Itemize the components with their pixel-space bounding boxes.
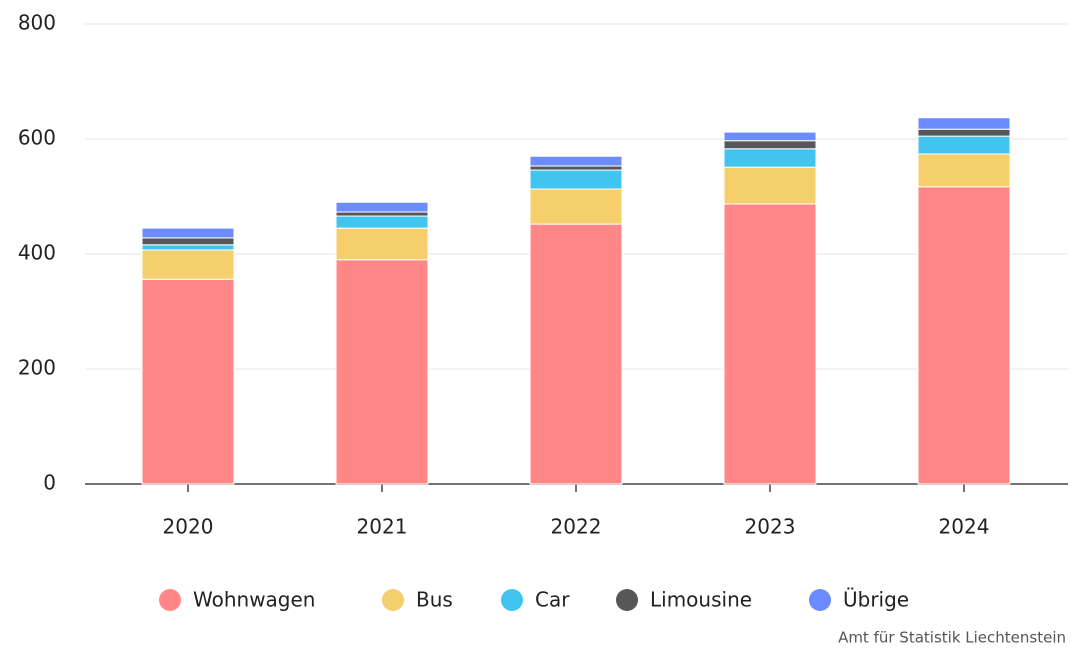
bar-segment — [529, 223, 623, 485]
legend-label: Limousine — [650, 588, 752, 612]
source: Amt für Statistik Liechtenstein — [838, 629, 1066, 647]
bar-segment — [335, 227, 429, 261]
legend-label: Übrige — [843, 588, 909, 612]
legend-label: Bus — [416, 588, 453, 612]
bar-segment — [141, 237, 235, 246]
bar-segment — [335, 259, 429, 485]
bar-segment — [529, 169, 623, 190]
bar-segment — [529, 188, 623, 225]
x-tick-label: 2023 — [745, 515, 796, 539]
x-tick-label: 2022 — [551, 515, 602, 539]
bar-segment — [917, 117, 1011, 130]
bar-segment — [141, 278, 235, 485]
bar-segment — [723, 131, 817, 142]
bar-segment — [335, 211, 429, 217]
bar-segment — [917, 153, 1011, 188]
x-tick-label: 2021 — [357, 515, 408, 539]
bar-segment — [141, 244, 235, 251]
legend-swatch — [501, 589, 523, 611]
bar-segment — [529, 155, 623, 167]
y-tick-label: 600 — [18, 126, 56, 150]
bar-segment — [723, 148, 817, 168]
bar-segment — [335, 201, 429, 213]
bar-segment — [335, 215, 429, 229]
bar-segment — [917, 186, 1011, 485]
bar-segment — [917, 128, 1011, 137]
bar-segment — [917, 135, 1011, 155]
y-tick-label: 200 — [18, 356, 56, 380]
y-tick-label: 0 — [43, 471, 56, 495]
legend-swatch — [809, 589, 831, 611]
bar-segment — [529, 165, 623, 171]
legend-label: Car — [535, 588, 570, 612]
bar-segment — [723, 166, 817, 205]
legend-swatch — [616, 589, 638, 611]
y-tick-label: 800 — [18, 11, 56, 35]
legend-swatch — [382, 589, 404, 611]
legend-label: Wohnwagen — [193, 588, 315, 612]
x-tick-label: 2024 — [939, 515, 990, 539]
legend-swatch — [159, 589, 181, 611]
bar-segment — [141, 249, 235, 280]
x-tick-label: 2020 — [163, 515, 214, 539]
bar-segment — [723, 203, 817, 485]
bar-segment — [723, 140, 817, 150]
y-tick-label: 400 — [18, 241, 56, 265]
bar-segment — [141, 227, 235, 239]
